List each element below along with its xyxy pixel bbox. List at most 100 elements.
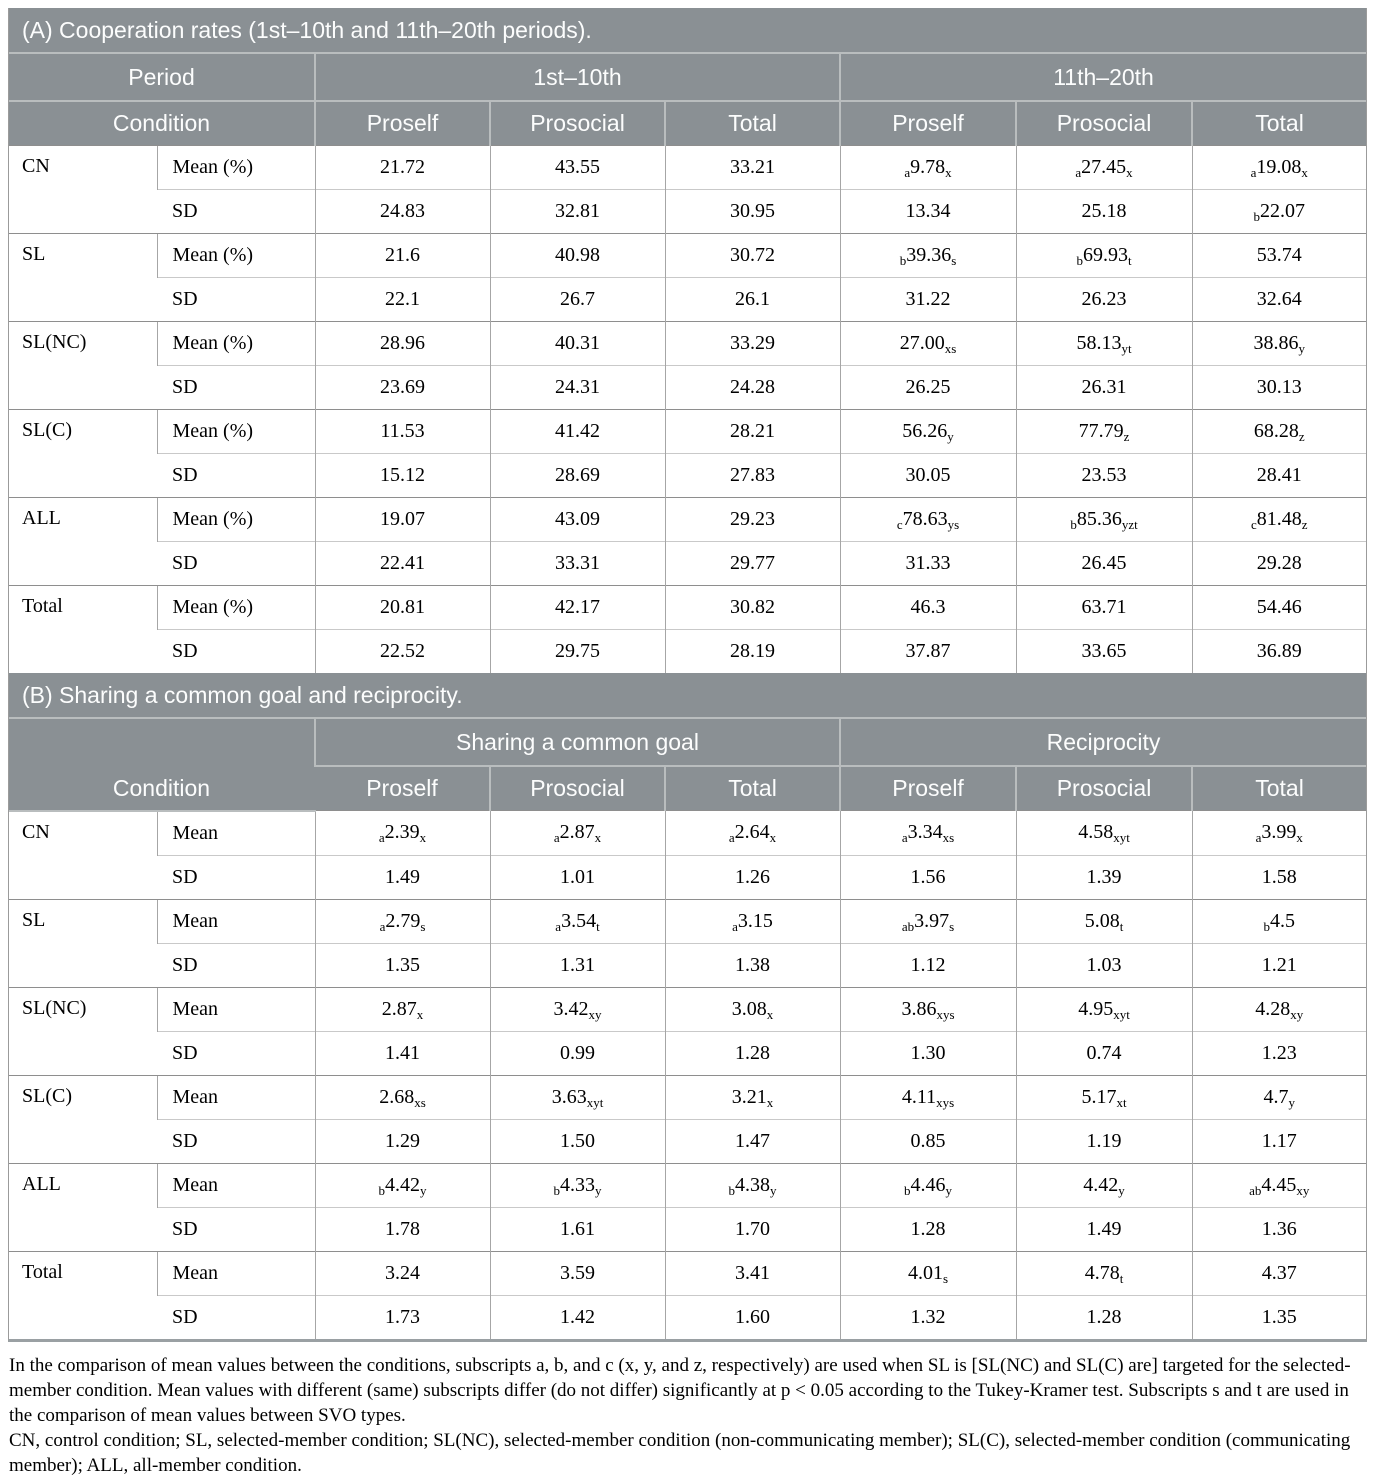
stat-label-cell: SD (157, 629, 316, 673)
value-cell: 54.46 (1191, 585, 1367, 630)
value-cell: 1.49 (1015, 1206, 1193, 1251)
header-cell-period-2: 11th–20th (839, 54, 1367, 102)
value-cell: 0.99 (489, 1030, 665, 1075)
condition-cell: Total (9, 1250, 157, 1339)
value-cell: 41.42 (489, 409, 666, 454)
value-cell: 20.81 (314, 585, 491, 630)
value-cell: ab4.45xy (1191, 1162, 1367, 1207)
value-cell: 4.78t (1015, 1250, 1193, 1295)
value-cell: 25.18 (1015, 189, 1193, 234)
table-row: CN Mean (%) 21.72 43.55 33.21 a9.78x a27.45x a1… (9, 145, 1367, 234)
value-cell: b4.46y (839, 1162, 1017, 1207)
value-cell: 24.31 (489, 365, 666, 410)
condition-cell: SL (9, 233, 157, 322)
stat-label-cell: Mean (%) (156, 233, 316, 278)
value-cell: a3.15 (664, 898, 841, 943)
value-cell: 1.42 (489, 1294, 665, 1339)
value-cell: 1.58 (1191, 854, 1367, 899)
footnotes: In the comparison of mean values between… (8, 1342, 1367, 1478)
value-cell: 24.28 (664, 365, 841, 410)
value-cell: 5.17xt (1015, 1074, 1193, 1119)
value-cell: 15.12 (314, 453, 491, 498)
value-cell: 33.29 (664, 321, 841, 366)
value-cell: 28.96 (314, 321, 491, 366)
value-cell: b39.36s (839, 233, 1017, 278)
stat-label-cell: SD (157, 541, 316, 586)
value-cell: 1.39 (1015, 854, 1193, 899)
table-row: CN Mean a2.39x a2.87x a2.64x a3.34xs 4.58xyt a3… (9, 810, 1367, 899)
table-row: Total Mean (%) 20.81 42.17 30.82 46.3 63.71 54.… (9, 585, 1367, 673)
stat-label-cell: Mean (%) (156, 409, 316, 454)
panel-b-table: Condition Sharing a common goal Reciproc… (9, 719, 1367, 1339)
header-cell-proself-1: Proself (314, 101, 491, 146)
condition-cell: SL(C) (9, 1074, 157, 1163)
value-cell: 1.31 (489, 942, 665, 987)
value-cell: b22.07 (1191, 189, 1367, 234)
value-cell: 21.72 (314, 145, 491, 190)
value-cell: 4.01s (839, 1250, 1017, 1295)
value-cell: 26.1 (664, 277, 841, 322)
value-cell: b85.36yzt (1015, 497, 1193, 542)
value-cell: 1.19 (1015, 1118, 1193, 1163)
stat-label-cell: Mean (156, 810, 315, 855)
table-row: SL(NC) Mean 2.87x 3.42xy 3.08x 3.86xys 4.95xyt… (9, 986, 1367, 1075)
value-cell: 1.26 (664, 854, 841, 899)
value-cell: 1.49 (314, 854, 490, 899)
value-cell: 37.87 (839, 629, 1017, 673)
table-row: ALL Mean b4.42y b4.33y b4.38y b4.46y 4.42y ab4.… (9, 1162, 1367, 1251)
stat-label-cell: Mean (156, 898, 315, 943)
value-cell: c81.48z (1191, 497, 1367, 542)
value-cell: 1.29 (314, 1118, 490, 1163)
table-row: SD 22.52 29.75 28.19 37.87 33.65 36.89 (9, 629, 1367, 673)
value-cell: 1.38 (664, 942, 841, 987)
value-cell: 2.68xs (314, 1074, 490, 1119)
value-cell: 1.23 (1191, 1030, 1367, 1075)
value-cell: 42.17 (489, 585, 666, 630)
value-cell: a2.64x (664, 810, 841, 855)
value-cell: 1.21 (1191, 942, 1367, 987)
value-cell: 1.28 (839, 1206, 1017, 1251)
value-cell: 1.78 (314, 1206, 490, 1251)
value-cell: a19.08x (1191, 145, 1367, 190)
value-cell: 53.74 (1191, 233, 1367, 278)
value-cell: 4.42y (1015, 1162, 1193, 1207)
header-row-period: Period 1st–10th 11th–20th (9, 54, 1367, 102)
header-cell-proself-1: Proself (315, 766, 490, 811)
value-cell: 19.07 (314, 497, 491, 542)
value-cell: 77.79z (1015, 409, 1193, 454)
value-cell: 1.50 (489, 1118, 665, 1163)
condition-cell: ALL (9, 1162, 157, 1251)
value-cell: 3.21x (664, 1074, 841, 1119)
value-cell: a2.87x (489, 810, 665, 855)
value-cell: 31.33 (839, 541, 1017, 586)
value-cell: 26.31 (1015, 365, 1193, 410)
value-cell: 28.41 (1191, 453, 1367, 498)
value-cell: 29.77 (664, 541, 841, 586)
header-cell-period-1: 1st–10th (314, 54, 841, 102)
table-row: SD 1.78 1.61 1.70 1.28 1.49 1.36 (9, 1206, 1367, 1251)
value-cell: 29.28 (1191, 541, 1367, 586)
value-cell: 4.95xyt (1015, 986, 1193, 1031)
value-cell: 32.64 (1191, 277, 1367, 322)
footnote-abbreviations: CN, control condition; SL, selected-memb… (9, 1429, 1351, 1476)
value-cell: 21.6 (314, 233, 491, 278)
value-cell: 0.85 (839, 1118, 1017, 1163)
value-cell: 43.09 (489, 497, 666, 542)
panel-b: (B) Sharing a common goal and reciprocit… (8, 673, 1367, 1342)
value-cell: 26.25 (839, 365, 1017, 410)
table-row: SL(C) Mean (%) 11.53 41.42 28.21 56.26y 77.79z… (9, 409, 1367, 498)
table-row: SL(NC) Mean (%) 28.96 40.31 33.29 27.00xs 58.1… (9, 321, 1367, 410)
value-cell: 46.3 (839, 585, 1017, 630)
value-cell: 1.56 (839, 854, 1017, 899)
stat-label-cell: Mean (156, 986, 315, 1031)
value-cell: 3.24 (314, 1250, 490, 1295)
value-cell: 43.55 (489, 145, 666, 190)
value-cell: 30.05 (839, 453, 1017, 498)
value-cell: b4.5 (1191, 898, 1367, 943)
value-cell: 5.08t (1015, 898, 1193, 943)
header-cell-period: Period (9, 54, 316, 102)
header-cell-proself-2: Proself (839, 766, 1017, 811)
header-cell-proself-2: Proself (839, 101, 1017, 146)
value-cell: a9.78x (839, 145, 1017, 190)
value-cell: 4.37 (1191, 1250, 1367, 1295)
